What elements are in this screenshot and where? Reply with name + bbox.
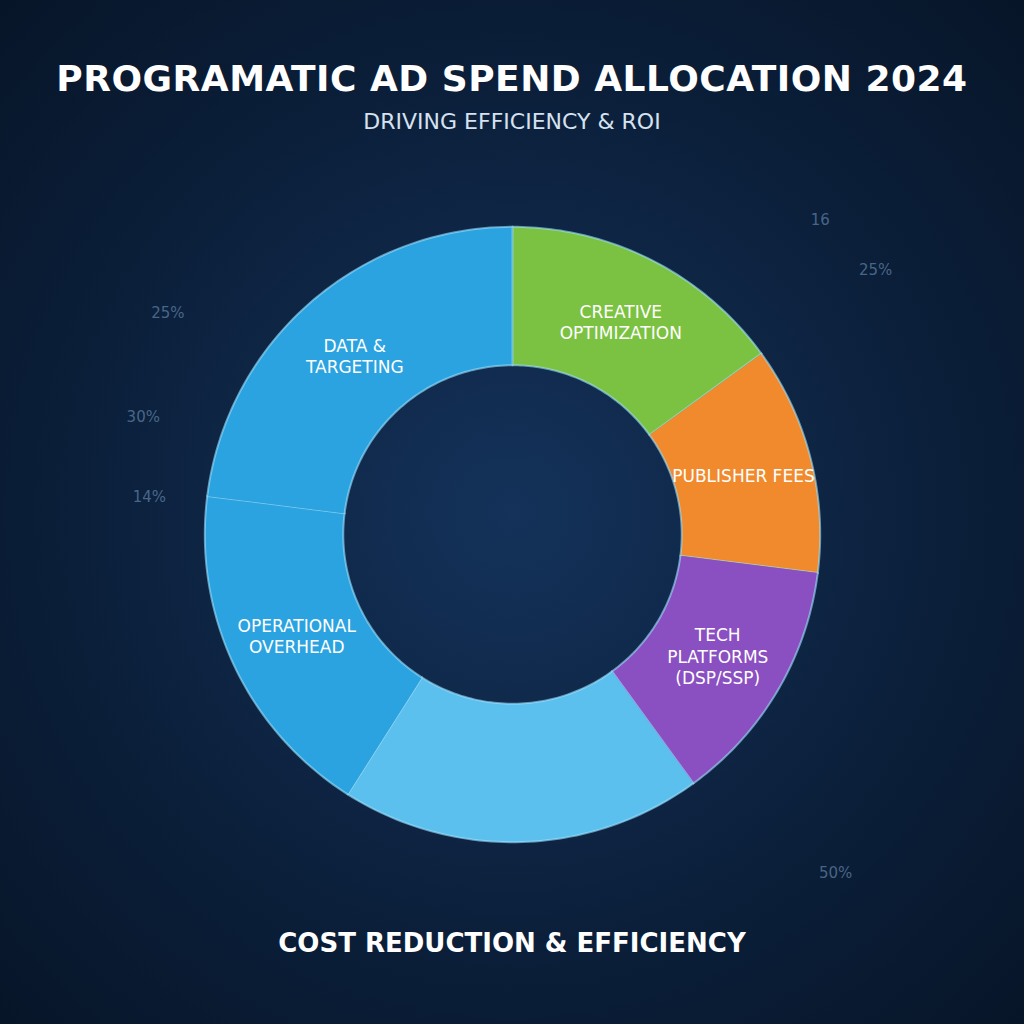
html-text:PROGRAMATIC AD SPEND ALLOCATIO: PROGRAMATIC AD SPEND ALLOCATION 2024 xyxy=(56,58,968,99)
svg-text:50%: 50% xyxy=(819,864,852,882)
svg-text:16: 16 xyxy=(811,211,830,229)
svg-text:25%: 25% xyxy=(859,261,892,279)
svg-text:CREATIVEOPTIMIZATION: CREATIVEOPTIMIZATION xyxy=(560,302,682,343)
html-text:COST REDUCTION & EFFICIENCY: COST REDUCTION & EFFICIENCY xyxy=(278,928,746,958)
svg-text:DATA &TARGETING: DATA &TARGETING xyxy=(305,336,404,377)
svg-text:25%: 25% xyxy=(151,304,184,322)
html-text:DRIVING EFFICIENCY & ROI: DRIVING EFFICIENCY & ROI xyxy=(363,109,661,134)
svg-text:30%: 30% xyxy=(127,408,160,426)
svg-text:OPERATIONALOVERHEAD: OPERATIONALOVERHEAD xyxy=(238,616,357,657)
svg-text:PUBLISHER FEES: PUBLISHER FEES xyxy=(672,466,814,486)
svg-text:14%: 14% xyxy=(133,488,166,506)
svg-text:TECHPLATFORMS(DSP/SSP): TECHPLATFORMS(DSP/SSP) xyxy=(667,625,768,688)
